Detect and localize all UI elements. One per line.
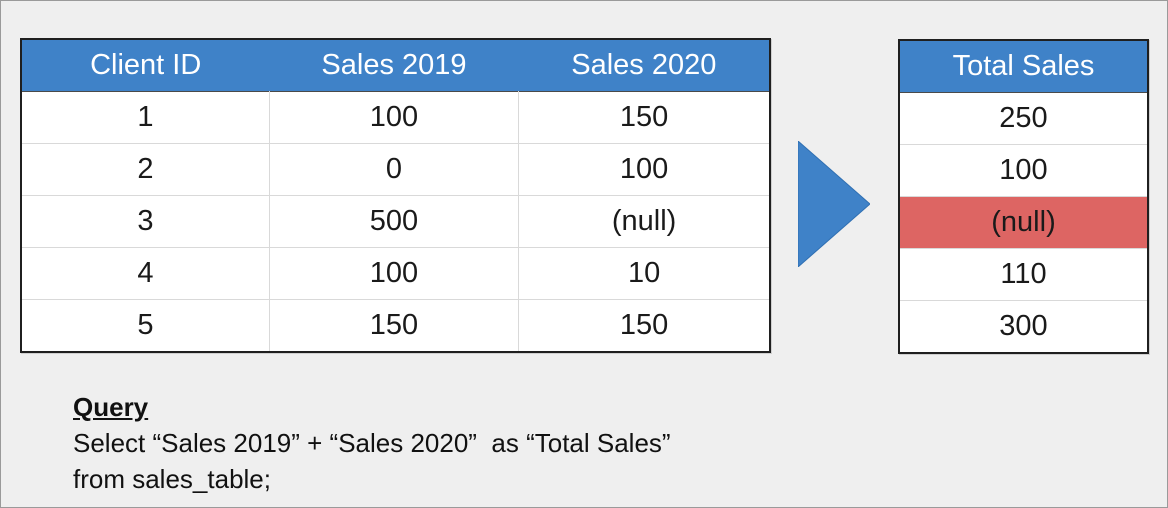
sales-2019-cell: 150 [269,299,520,352]
column-header-client-id: Client ID [21,39,270,92]
table-row: 110 [899,248,1148,301]
table-row: 1 100 150 [21,91,770,144]
sales-2020-cell: 100 [518,143,770,196]
play-triangle-right-icon [798,141,870,267]
client-id-cell: 3 [21,195,270,248]
column-header-sales-2020: Sales 2020 [518,39,770,92]
table-row: 3 500 (null) [21,195,770,248]
result-table: Total Sales 250 100 (null) 110 300 [898,39,1149,354]
sales-2020-cell: 10 [518,247,770,300]
table-row: 5 150 150 [21,299,770,352]
table-row: 300 [899,300,1148,353]
sales-2020-cell: (null) [518,195,770,248]
source-table-header-row: Client ID Sales 2019 Sales 2020 [21,39,770,92]
source-table: Client ID Sales 2019 Sales 2020 1 100 15… [20,38,771,353]
table-row: 4 100 10 [21,247,770,300]
table-row: 100 [899,144,1148,197]
client-id-cell: 5 [21,299,270,352]
table-row: 2 0 100 [21,143,770,196]
total-sales-null-cell: (null) [899,196,1148,249]
sales-2020-cell: 150 [518,299,770,352]
client-id-cell: 1 [21,91,270,144]
query-block: Query Select “Sales 2019” + “Sales 2020”… [73,389,671,497]
column-header-total-sales: Total Sales [899,40,1148,93]
column-header-sales-2019: Sales 2019 [269,39,519,92]
query-line-from: from sales_table; [73,464,271,494]
total-sales-cell: 300 [899,300,1148,353]
sales-2019-cell: 500 [269,195,520,248]
sales-2019-cell: 100 [269,91,520,144]
client-id-cell: 4 [21,247,270,300]
table-row: (null) [899,196,1148,249]
sales-2019-cell: 100 [269,247,520,300]
total-sales-cell: 100 [899,144,1148,197]
sales-2019-cell: 0 [269,143,520,196]
table-row: 250 [899,92,1148,145]
total-sales-cell: 250 [899,92,1148,145]
total-sales-cell: 110 [899,248,1148,301]
client-id-cell: 2 [21,143,270,196]
query-label: Query [73,392,149,422]
sales-2020-cell: 150 [518,91,770,144]
query-line-select: Select “Sales 2019” + “Sales 2020” as “T… [73,428,671,458]
result-table-header-row: Total Sales [899,40,1148,93]
